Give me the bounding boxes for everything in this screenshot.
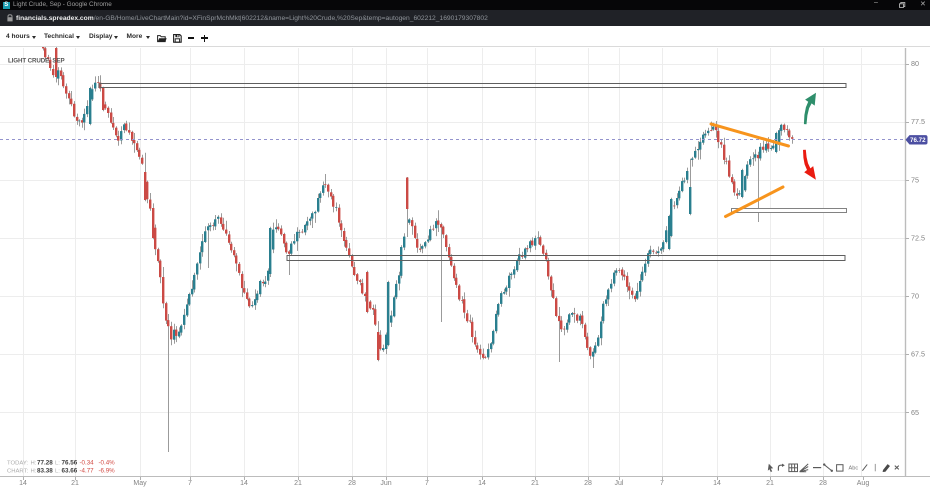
svg-text:H:: H: (31, 461, 37, 467)
svg-text:28: 28 (348, 480, 356, 487)
svg-text:14: 14 (478, 480, 486, 487)
svg-text:70: 70 (911, 292, 919, 301)
svg-text:14: 14 (240, 480, 248, 487)
svg-text:TODAY:: TODAY: (7, 461, 28, 467)
svg-text:Aug: Aug (857, 480, 870, 487)
svg-text:7: 7 (425, 480, 429, 487)
svg-text:77.28: 77.28 (37, 460, 53, 467)
svg-text:21: 21 (531, 480, 539, 487)
svg-text:77.5: 77.5 (911, 117, 925, 126)
svg-text:May: May (133, 480, 147, 487)
svg-text:L:: L: (55, 461, 60, 467)
svg-text:Jul: Jul (615, 480, 624, 487)
svg-text:H:: H: (31, 469, 37, 475)
svg-text:-4.77: -4.77 (80, 468, 95, 475)
svg-text:LIGHT CRUDE, SEP: LIGHT CRUDE, SEP (8, 58, 65, 65)
svg-text:7: 7 (660, 480, 664, 487)
svg-text:7: 7 (188, 480, 192, 487)
svg-text:14: 14 (19, 480, 27, 487)
svg-text:28: 28 (584, 480, 592, 487)
svg-text:-6.9%: -6.9% (99, 468, 116, 475)
svg-text:Abc: Abc (849, 466, 859, 472)
svg-text:65: 65 (911, 408, 919, 417)
svg-text:76.72: 76.72 (910, 137, 926, 144)
svg-text:CHART:: CHART: (7, 469, 29, 475)
svg-text:21: 21 (71, 480, 79, 487)
svg-text:Jun: Jun (380, 480, 391, 487)
svg-text:14: 14 (713, 480, 721, 487)
svg-text:83.38: 83.38 (37, 468, 53, 475)
svg-text:L:: L: (55, 469, 60, 475)
svg-text:67.5: 67.5 (911, 350, 925, 359)
svg-text:80: 80 (911, 59, 919, 68)
svg-text:63.66: 63.66 (62, 468, 78, 475)
svg-text:72.5: 72.5 (911, 233, 925, 242)
svg-text:21: 21 (294, 480, 302, 487)
svg-text:28: 28 (819, 480, 827, 487)
svg-text:-0.4%: -0.4% (99, 460, 116, 467)
svg-text:75: 75 (911, 175, 919, 184)
svg-text:76.56: 76.56 (62, 460, 78, 467)
svg-text:-0.34: -0.34 (80, 460, 95, 467)
svg-text:21: 21 (766, 480, 774, 487)
